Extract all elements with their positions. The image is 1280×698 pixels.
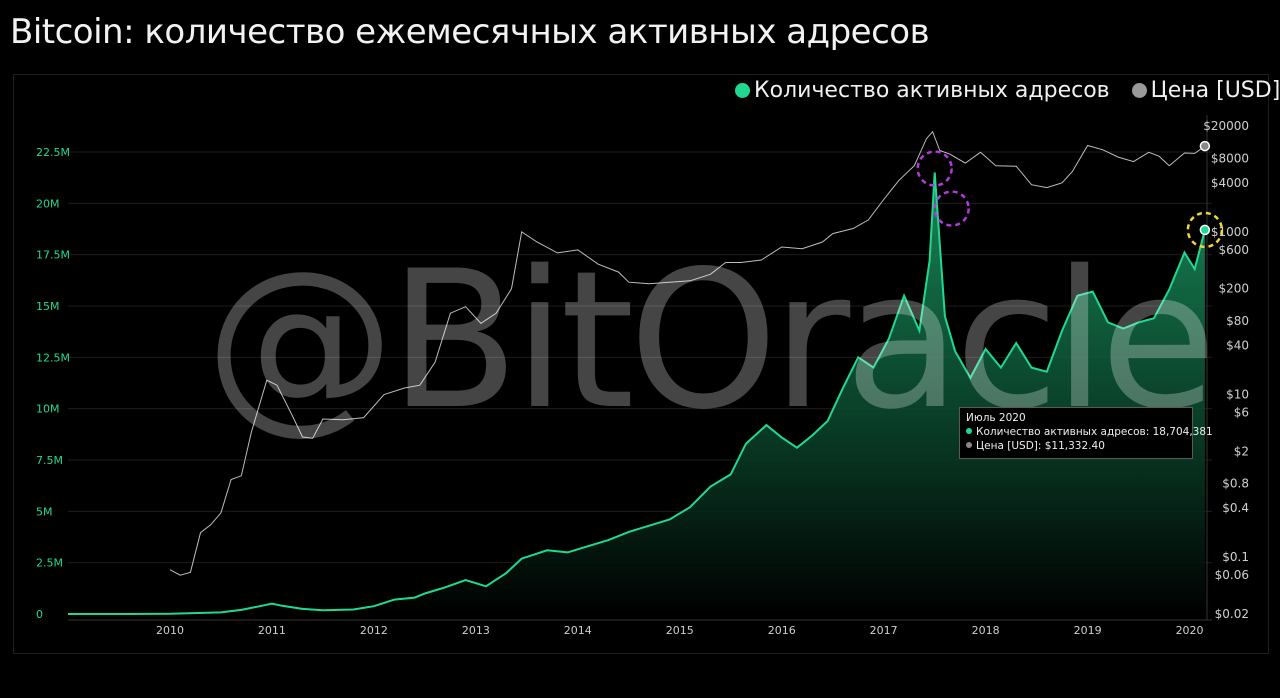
x-tick-label: 2011 xyxy=(258,624,286,637)
x-axis: 2010 2011 2012 2013 2014 2015 2016 2017 2018 2019… xyxy=(68,619,1212,637)
x-tick-label: 2019 xyxy=(1074,624,1102,637)
tooltip-dot-addresses xyxy=(966,428,972,434)
right-axis: $20000 $8000 $4000 $1000 $600 $200 $80 $40 $10 $6… xyxy=(1203,115,1249,621)
right-tick-label: $200 xyxy=(1218,282,1249,296)
x-tick-label: 2015 xyxy=(666,624,694,637)
tooltip-dot-price xyxy=(966,442,972,448)
right-tick-label: $600 xyxy=(1218,243,1249,257)
price-layer xyxy=(169,130,1206,576)
right-tick-label: $80 xyxy=(1226,314,1249,328)
tooltip-addresses: Количество активных адресов: 18,704,381 xyxy=(976,426,1213,438)
markers xyxy=(916,140,1224,249)
left-axis: 0 2.5M 5M 7.5M 10M 12.5M 15M 17.5M 20M 22.5M xyxy=(36,146,70,621)
right-tick-label: $8000 xyxy=(1211,151,1249,165)
left-tick-label: 17.5M xyxy=(36,249,70,262)
price-current-point xyxy=(1199,140,1211,152)
legend-dot-price xyxy=(1131,83,1147,98)
x-tick-label: 2016 xyxy=(768,624,796,637)
left-tick-label: 7.5M xyxy=(36,454,63,467)
right-tick-label: $0.4 xyxy=(1222,501,1249,515)
addresses-current-point xyxy=(1199,224,1211,236)
legend-label-addresses: Количество активных адресов xyxy=(754,78,1110,103)
left-tick-label: 22.5M xyxy=(36,146,70,159)
right-tick-label: $2 xyxy=(1234,444,1249,458)
legend-dot-addresses xyxy=(735,83,750,98)
left-tick-label: 2.5M xyxy=(36,557,63,570)
right-tick-label: $0.1 xyxy=(1222,550,1249,564)
tooltip-header: Июль 2020 xyxy=(966,412,1026,424)
x-tick-label: 2014 xyxy=(564,624,592,637)
right-tick-label: $0.06 xyxy=(1215,568,1249,582)
left-tick-label: 12.5M xyxy=(36,351,70,364)
left-tick-label: 0 xyxy=(36,608,43,621)
x-tick-label: 2020 xyxy=(1176,624,1204,637)
right-tick-label: $1000 xyxy=(1211,225,1249,239)
x-tick-label: 2017 xyxy=(870,624,898,637)
legend-item-price[interactable]: Цена [USD] xyxy=(1131,78,1280,103)
right-tick-label: $20000 xyxy=(1203,119,1249,133)
right-tick-label: $6 xyxy=(1234,406,1249,420)
right-tick-label: $40 xyxy=(1226,339,1249,353)
tooltip-price: Цена [USD]: $11,332.40 xyxy=(976,440,1105,452)
right-tick-label: $0.8 xyxy=(1222,477,1249,491)
x-tick-label: 2013 xyxy=(462,624,490,637)
legend-item-addresses[interactable]: Количество активных адресов xyxy=(735,78,1110,103)
tooltip: Июль 2020 Количество активных адресов: 1… xyxy=(959,407,1213,459)
legend-label-price: Цена [USD] xyxy=(1150,78,1280,103)
left-tick-label: 5M xyxy=(36,505,53,518)
highlight-circle-post-peak xyxy=(933,190,970,227)
left-tick-label: 15M xyxy=(36,300,60,313)
price-line xyxy=(169,130,1206,576)
left-tick-label: 20M xyxy=(36,197,60,210)
x-tick-label: 2018 xyxy=(972,624,1000,637)
highlight-circle-current xyxy=(1186,211,1224,249)
addresses-line xyxy=(68,172,1206,615)
right-tick-label: $10 xyxy=(1226,387,1249,401)
tooltip-row-price: Цена [USD]: $11,332.40 xyxy=(966,439,1186,453)
highlight-circle-peak xyxy=(916,150,953,187)
area-layer xyxy=(68,172,1206,615)
x-tick-label: 2010 xyxy=(156,624,184,637)
tooltip-row-addresses: Количество активных адресов: 18,704,381 xyxy=(966,425,1213,439)
x-tick-label: 2012 xyxy=(360,624,388,637)
right-tick-label: $4000 xyxy=(1211,176,1249,190)
legend: Количество активных адресов Цена [USD] xyxy=(735,78,1280,103)
right-tick-label: $0.02 xyxy=(1215,607,1249,621)
addresses-area xyxy=(68,172,1205,614)
page-title: Bitcoin: количество ежемесячных активных… xyxy=(10,12,930,52)
left-tick-label: 10M xyxy=(36,403,60,416)
